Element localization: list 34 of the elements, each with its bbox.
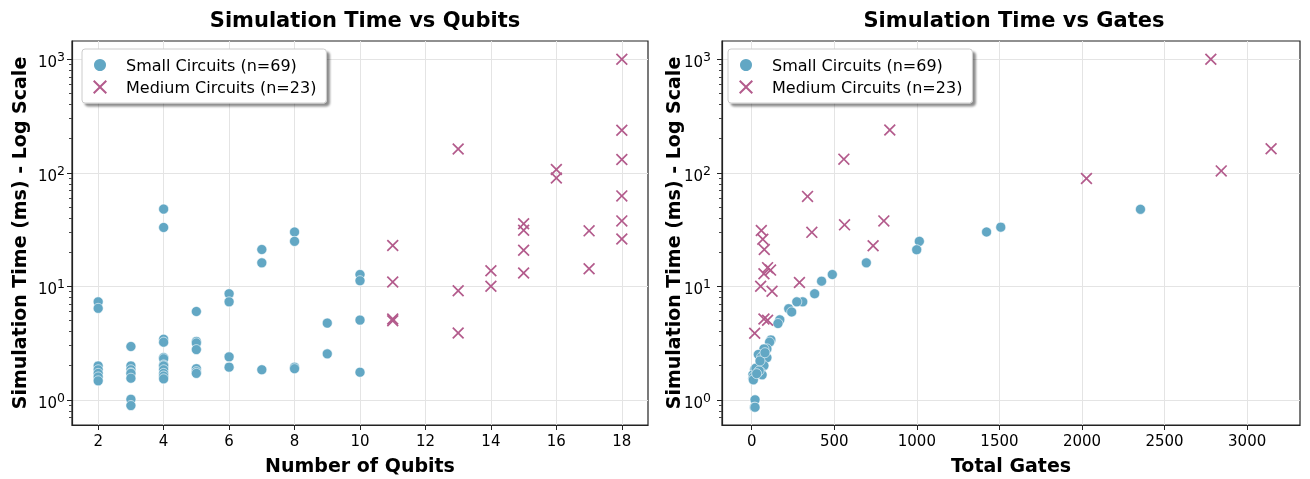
y-tick-label: 10$^{2}$ xyxy=(683,161,711,185)
x-tick-label: 500 xyxy=(819,431,849,450)
y-tick-label: 10$^{0}$ xyxy=(683,388,711,412)
y-axis-title: Simulation Time (ms) - Log Scale xyxy=(661,56,684,410)
x-tick-label: 14 xyxy=(481,431,501,450)
y-tick-label: 10$^{1}$ xyxy=(37,274,65,298)
y-tick-label: 10$^{3}$ xyxy=(683,47,711,71)
x-tick-label: 6 xyxy=(224,431,234,450)
x-tick-label: 1500 xyxy=(980,431,1019,450)
x-tick-label: 8 xyxy=(289,431,300,450)
x-tick-label: 18 xyxy=(612,431,632,450)
y-tick-label: 10$^{0}$ xyxy=(37,388,65,412)
legend-label: Small Circuits (n=69) xyxy=(126,55,297,75)
x-tick-label: 2 xyxy=(93,431,103,450)
y-tick-label: 10$^{2}$ xyxy=(37,161,65,185)
chart-title: Simulation Time vs Gates xyxy=(863,7,1165,32)
x-tick-label: 2500 xyxy=(1145,431,1184,450)
x-tick-label: 2000 xyxy=(1062,431,1102,450)
x-axis-title: Total Gates xyxy=(950,453,1072,476)
legend-label: Medium Circuits (n=23) xyxy=(772,77,963,97)
y-tick-label: 10$^{1}$ xyxy=(683,274,711,298)
y-axis-title: Simulation Time (ms) - Log Scale xyxy=(7,56,30,410)
x-axis-title: Number of Qubits xyxy=(265,453,455,476)
x-tick-label: 16 xyxy=(546,431,566,450)
x-tick-label: 4 xyxy=(158,431,169,450)
chart-title: Simulation Time vs Qubits xyxy=(209,7,521,32)
x-tick-label: 1000 xyxy=(897,431,936,450)
x-tick-label: 10 xyxy=(350,431,370,450)
x-tick-label: 0 xyxy=(746,431,757,450)
x-tick-label: 12 xyxy=(415,431,435,450)
legend-label: Medium Circuits (n=23) xyxy=(126,77,317,97)
legend-label: Small Circuits (n=69) xyxy=(772,55,943,75)
y-tick-label: 10$^{3}$ xyxy=(37,47,65,71)
x-tick-label: 3000 xyxy=(1228,431,1267,450)
